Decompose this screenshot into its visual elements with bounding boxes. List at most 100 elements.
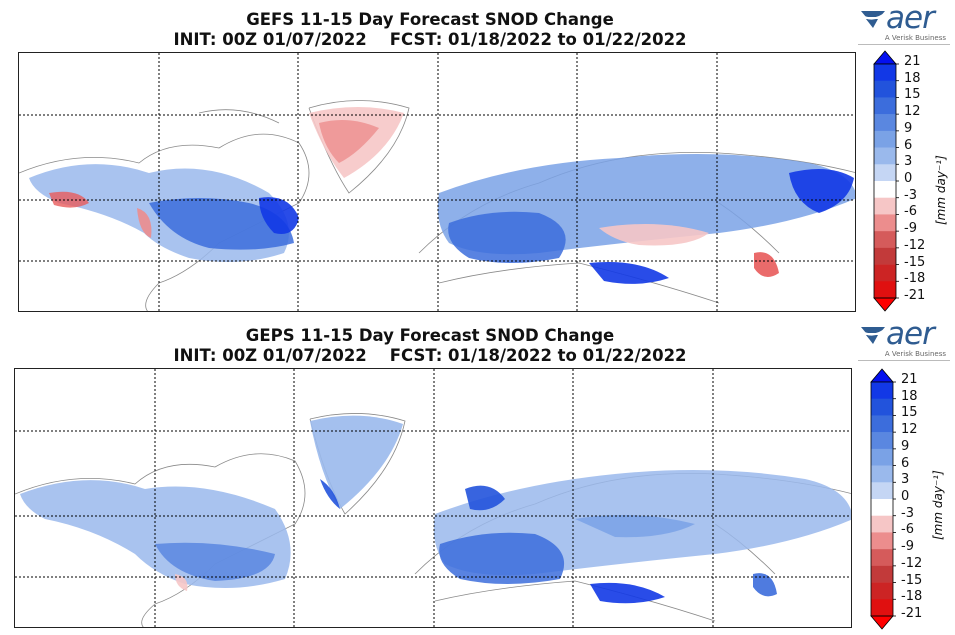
- gefs-graticule: [19, 53, 855, 311]
- geps-snow-greenland-coast: [320, 479, 340, 509]
- colorbar-band: [874, 97, 896, 115]
- colorbar-tick-label: -6: [901, 522, 914, 538]
- colorbar-tick-label: 18: [901, 388, 918, 404]
- colorbar-extend-min: [873, 297, 897, 312]
- geps-map-svg: [15, 369, 851, 627]
- geps-snow-siberia-gain: [575, 515, 695, 538]
- colorbar-tick-label: 6: [904, 137, 913, 153]
- colorbar-extend-min: [870, 615, 894, 630]
- colorbar-tick-label: 6: [901, 455, 910, 471]
- colorbar-band: [874, 181, 896, 199]
- colorbar-band: [871, 549, 893, 567]
- colorbar-tick-label: 3: [904, 154, 913, 170]
- geps-snow-greenland: [310, 415, 403, 509]
- geps-colorbar-units: [mm day⁻¹]: [931, 470, 945, 540]
- colorbar-tick-label: 3: [901, 472, 910, 488]
- geps-snow-change-field: [20, 415, 851, 604]
- colorbar-tick-label: 0: [901, 489, 910, 504]
- geps-snow-us-gain: [155, 542, 275, 581]
- geps-aer-logo: aer A Verisk Business: [858, 316, 950, 364]
- geps-panel: GEPS 11-15 Day Forecast SNOD Change INIT…: [0, 316, 955, 635]
- colorbar-band: [874, 197, 896, 215]
- colorbar-tick-label: 15: [904, 87, 921, 103]
- colorbar-tick-label: -12: [904, 237, 926, 253]
- colorbar-tick-label: -9: [904, 221, 917, 237]
- gefs-title-line1: GEFS 11-15 Day Forecast SNOD Change: [246, 10, 614, 29]
- geps-graticule: [15, 369, 851, 627]
- colorbar-tick-label: -21: [904, 288, 926, 303]
- colorbar-tick-label: 15: [901, 405, 918, 421]
- colorbar-band: [871, 415, 893, 433]
- colorbar-band: [871, 448, 893, 466]
- logo-divider: [858, 360, 950, 361]
- colorbar-tick-label: -12: [901, 555, 923, 571]
- colorbar-band: [871, 432, 893, 450]
- colorbar-tick-label: -9: [901, 539, 914, 555]
- colorbar-band: [871, 515, 893, 533]
- gefs-title-line2: INIT: 00Z 01/07/2022 FCST: 01/18/2022 to…: [173, 30, 687, 49]
- colorbar-tick-label: -15: [901, 572, 923, 588]
- geps-title-line1: GEPS 11-15 Day Forecast SNOD Change: [245, 326, 615, 345]
- colorbar-tick-label: -3: [904, 187, 917, 203]
- colorbar-extend-max: [870, 368, 894, 383]
- colorbar-band: [874, 64, 896, 82]
- colorbar-tick-label: 21: [904, 54, 921, 69]
- colorbar-band: [871, 532, 893, 550]
- gefs-map: [18, 52, 856, 312]
- colorbar-tick-label: -21: [901, 606, 923, 621]
- gefs-colorbar: [870, 50, 902, 312]
- colorbar-tick-label: -15: [904, 254, 926, 270]
- gefs-snow-asia-loss: [599, 224, 709, 246]
- aer-logo-text: aer: [886, 0, 935, 36]
- gefs-panel: GEFS 11-15 Day Forecast SNOD Change INIT…: [18, 0, 950, 312]
- colorbar-tick-label: 9: [901, 438, 910, 454]
- colorbar-extend-max: [873, 50, 897, 65]
- colorbar-band: [871, 499, 893, 517]
- colorbar-band: [871, 382, 893, 400]
- colorbar-band: [874, 214, 896, 232]
- gefs-snow-change-field: [29, 107, 855, 284]
- colorbar-band: [871, 582, 893, 600]
- colorbar-tick-label: -18: [904, 271, 926, 287]
- gefs-snow-tibet-gain: [589, 262, 669, 284]
- gefs-snow-canada-gain: [149, 198, 294, 250]
- colorbar-band: [874, 247, 896, 265]
- geps-snow-japan-gain: [753, 573, 777, 597]
- gefs-aer-logo: aer A Verisk Business: [858, 0, 950, 48]
- aer-swoosh-icon: [858, 11, 888, 28]
- colorbar-tick-label: -3: [901, 505, 914, 521]
- colorbar-tick-label: -18: [901, 589, 923, 605]
- colorbar-tick-label: 0: [904, 171, 913, 186]
- gefs-snow-japan-loss: [754, 252, 779, 277]
- colorbar-tick-label: 21: [901, 372, 918, 387]
- geps-snow-us-loss: [175, 574, 188, 591]
- gefs-colorbar-units: [mm day⁻¹]: [934, 155, 948, 225]
- colorbar-band: [874, 147, 896, 165]
- colorbar-band: [871, 599, 893, 617]
- geps-title-line2: INIT: 00Z 01/07/2022 FCST: 01/18/2022 to…: [173, 346, 687, 365]
- aer-logo-tagline: A Verisk Business: [884, 34, 946, 42]
- colorbar-band: [874, 264, 896, 282]
- geps-snow-scandinavia-gain: [465, 485, 505, 511]
- geps-snow-tibet-gain: [590, 582, 665, 604]
- colorbar-band: [871, 465, 893, 483]
- gefs-snow-rockies-loss: [137, 208, 152, 238]
- colorbar-band: [871, 398, 893, 416]
- colorbar-band: [874, 231, 896, 249]
- colorbar-band: [871, 565, 893, 583]
- geps-map: [14, 368, 852, 628]
- logo-divider: [858, 44, 950, 45]
- aer-logo-text: aer: [886, 316, 935, 352]
- colorbar-tick-label: 12: [901, 422, 918, 438]
- geps-colorbar-svg: [870, 368, 896, 630]
- colorbar-band: [871, 482, 893, 500]
- colorbar-tick-label: -6: [904, 204, 917, 220]
- colorbar-band: [874, 164, 896, 182]
- gefs-map-svg: [19, 53, 855, 311]
- colorbar-band: [874, 114, 896, 132]
- geps-snow-europe-gain: [439, 532, 565, 584]
- colorbar-tick-label: 9: [904, 120, 913, 136]
- gefs-colorbar-svg: [873, 50, 899, 312]
- geps-colorbar: [867, 368, 899, 630]
- gefs-snow-siberia-gain: [789, 169, 854, 213]
